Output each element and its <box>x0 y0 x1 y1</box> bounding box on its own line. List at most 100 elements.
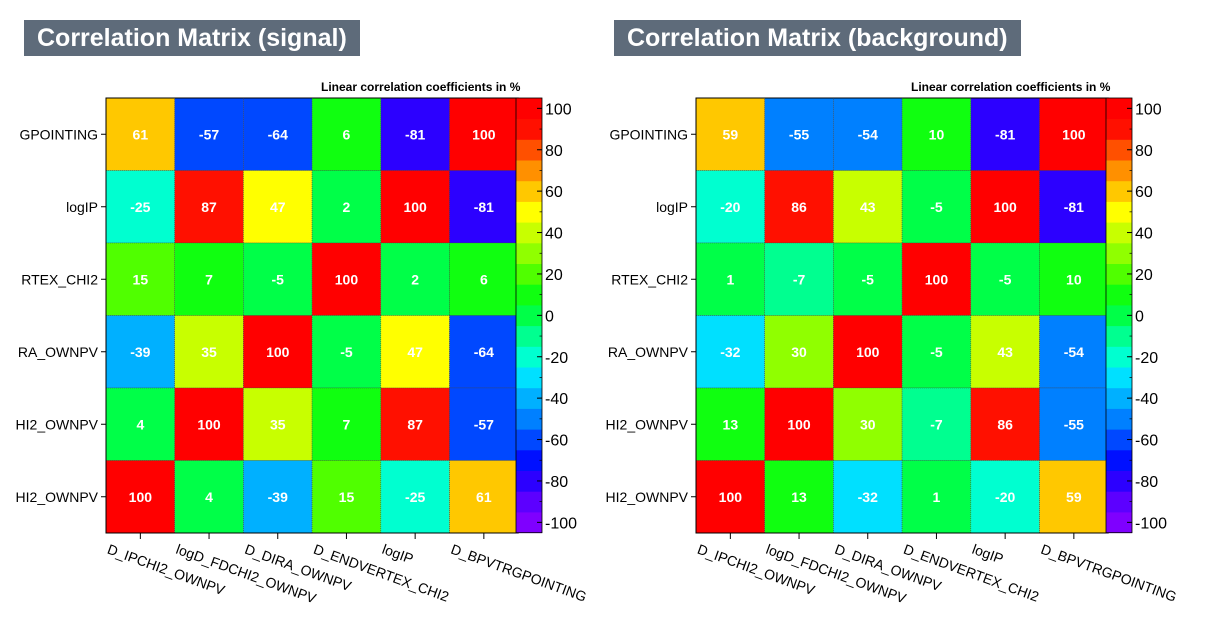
y-axis-label: RTEX_CHI2 <box>21 271 98 287</box>
heatmap-cell <box>695 460 765 534</box>
colorbar-step <box>1106 449 1132 471</box>
cell-value-label: 100 <box>197 416 221 432</box>
cell-value-label: 100 <box>856 344 880 360</box>
cell-value-label: -5 <box>999 271 1012 287</box>
colorbar-tick-label: 0 <box>545 308 554 325</box>
colorbar-caption: Linear correlation coefficients in % <box>911 80 1111 94</box>
heatmap-cell <box>174 460 244 534</box>
colorbar-tick-label: 0 <box>1135 308 1144 325</box>
heatmap-cell <box>311 387 382 461</box>
cell-value-label: 10 <box>1066 271 1082 287</box>
cell-value-label: -55 <box>789 126 809 142</box>
cell-value-label: 61 <box>476 489 492 505</box>
cell-value-label: -81 <box>1064 199 1084 215</box>
heatmap-cell <box>174 170 244 244</box>
signal-correlation-panel: Correlation Matrix (signal) Linear corre… <box>0 0 590 619</box>
cell-value-label: 86 <box>997 416 1013 432</box>
cell-value-label: -55 <box>1064 416 1084 432</box>
colorbar-tick-label: -60 <box>545 433 568 450</box>
cell-value-label: -7 <box>930 416 943 432</box>
colorbar-step <box>1106 491 1132 513</box>
colorbar-step <box>516 325 542 347</box>
colorbar-step <box>1106 367 1132 389</box>
heatmap-cell <box>174 242 244 316</box>
colorbar-step <box>1106 429 1132 451</box>
y-axis-label: HI2_OWNPV <box>16 416 99 432</box>
cell-value-label: -25 <box>405 489 425 505</box>
colorbar-tick-label: -80 <box>1135 474 1158 491</box>
heatmap-cell <box>174 315 244 389</box>
colorbar-caption: Linear correlation coefficients in % <box>321 80 521 94</box>
x-axis-label: logIP <box>380 541 415 567</box>
cell-value-label: -54 <box>1064 344 1084 360</box>
heatmap-cell <box>833 97 903 171</box>
colorbar-tick-label: 20 <box>545 267 563 284</box>
cell-value-label: -7 <box>793 271 806 287</box>
cell-value-label: 2 <box>343 199 351 215</box>
colorbar-step <box>516 98 542 120</box>
colorbar-step <box>516 201 542 223</box>
heatmap-cell <box>243 242 313 316</box>
colorbar-tick-label: -100 <box>1135 515 1167 532</box>
colorbar-step <box>516 263 542 285</box>
colorbar-tick-label: -80 <box>545 474 568 491</box>
heatmap-cell <box>970 315 1040 389</box>
heatmap-cell <box>380 460 450 534</box>
heatmap-cell <box>764 460 834 534</box>
colorbar-tick-label: 100 <box>1135 101 1162 118</box>
colorbar-step <box>1106 160 1132 182</box>
x-axis-label: D_IPCHI2_OWNPV <box>105 541 227 599</box>
colorbar-step <box>516 408 542 430</box>
heatmap-cell <box>695 387 765 461</box>
cell-value-label: -39 <box>130 344 150 360</box>
cell-value-label: -64 <box>474 344 494 360</box>
signal-heatmap: Linear correlation coefficients in % 61 -5… <box>16 80 589 607</box>
colorbar-tick-label: 20 <box>1135 267 1153 284</box>
colorbar-step <box>1106 201 1132 223</box>
colorbar-tick-label: -40 <box>1135 391 1158 408</box>
heatmap-cell <box>243 170 313 244</box>
colorbar-step <box>1106 263 1132 285</box>
cell-value-label: 13 <box>791 489 807 505</box>
colorbar-tick-label: -60 <box>1135 433 1158 450</box>
background-title: Correlation Matrix (background) <box>614 20 1021 56</box>
cell-value-label: 30 <box>791 344 807 360</box>
cell-value-label: 13 <box>723 416 739 432</box>
cell-value-label: 100 <box>925 271 949 287</box>
cell-value-label: 2 <box>411 271 419 287</box>
heatmap-cell <box>833 460 903 534</box>
colorbar-step <box>1106 180 1132 202</box>
cell-value-label: 100 <box>472 126 496 142</box>
cell-value-label: -5 <box>930 199 943 215</box>
colorbar-step <box>516 512 542 534</box>
colorbar-tick-label: -20 <box>545 350 568 367</box>
y-axis-label: logIP <box>66 199 98 215</box>
cell-value-label: -54 <box>858 126 878 142</box>
heatmap-cell <box>105 242 175 316</box>
heatmap-cell <box>449 315 519 389</box>
colorbar-step <box>1106 305 1132 327</box>
y-axis-label: RA_OWNPV <box>608 344 689 360</box>
cell-value-label: 87 <box>407 416 423 432</box>
signal-title: Correlation Matrix (signal) <box>24 20 360 56</box>
heatmap-cell <box>311 242 382 316</box>
y-axis-label: GPOINTING <box>609 126 688 142</box>
cell-value-label: -5 <box>340 344 353 360</box>
heatmap-cell <box>380 387 450 461</box>
cell-value-label: 100 <box>129 489 153 505</box>
colorbar-tick-label: 80 <box>545 143 563 160</box>
cell-value-label: 35 <box>270 416 286 432</box>
colorbar-step <box>516 118 542 140</box>
colorbar-step <box>516 387 542 409</box>
cell-value-label: 15 <box>339 489 355 505</box>
heatmap-cell <box>380 315 450 389</box>
heatmap-cell <box>901 242 972 316</box>
heatmap-cell <box>833 242 903 316</box>
x-axis-label: D_BPVTRGPOINTING <box>1039 541 1179 605</box>
cell-value-label: 100 <box>403 199 427 215</box>
colorbar-tick-label: 80 <box>1135 143 1153 160</box>
colorbar-step <box>516 242 542 264</box>
cell-value-label: 1 <box>726 271 734 287</box>
cell-value-label: 43 <box>997 344 1013 360</box>
heatmap-cell <box>1039 242 1109 316</box>
